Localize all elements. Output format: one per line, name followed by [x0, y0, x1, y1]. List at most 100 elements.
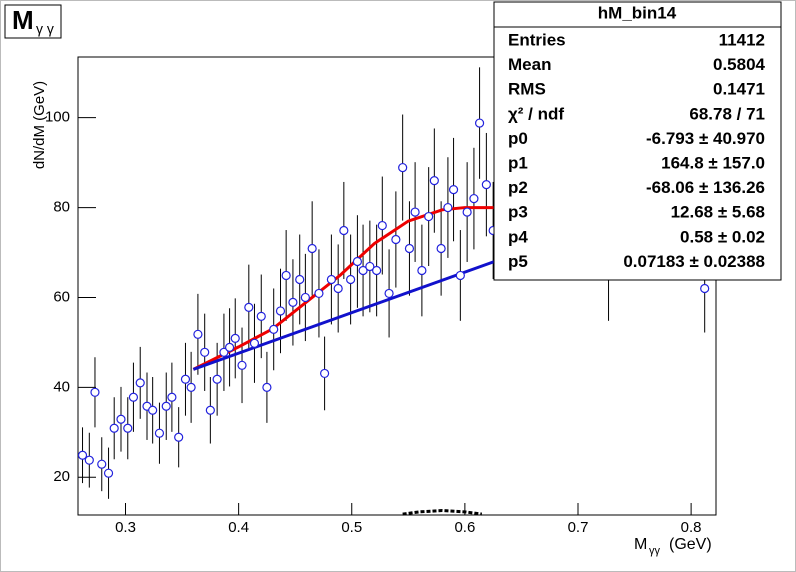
data-point — [307, 243, 317, 254]
stats-value: 11412 — [719, 30, 765, 49]
data-point — [161, 401, 171, 411]
data-point — [77, 450, 88, 460]
data-point — [224, 342, 235, 352]
data-point — [398, 162, 408, 173]
data-point — [275, 306, 286, 316]
stats-frame — [493, 1, 782, 281]
stats-value: 0.58 ± 0.02 — [680, 227, 765, 246]
data-point — [700, 283, 710, 294]
x-axis-label: M — [634, 536, 647, 553]
data-point — [346, 274, 356, 285]
data-point — [377, 220, 387, 231]
stats-name: p2 — [508, 178, 528, 197]
title-box — [4, 4, 62, 39]
data-point — [269, 324, 279, 334]
data-point — [180, 374, 191, 384]
data-point — [116, 414, 126, 424]
title-main: M — [12, 5, 34, 35]
x-tick-label: 0.6 — [454, 519, 475, 536]
data-point — [193, 329, 203, 339]
data-point — [365, 261, 375, 272]
x-tick-label: 0.5 — [341, 519, 362, 536]
data-point — [429, 176, 439, 186]
data-point — [300, 292, 310, 303]
data-point — [230, 333, 240, 343]
stats-name: Entries — [508, 30, 566, 49]
stats-name: p3 — [508, 203, 528, 222]
data-point — [424, 211, 434, 222]
title-sub: γ γ — [36, 21, 54, 37]
data-point — [249, 338, 260, 348]
data-point — [481, 180, 491, 190]
y-axis-label: dN/dM (GeV) — [31, 81, 48, 169]
data-point — [358, 265, 368, 276]
data-point — [148, 405, 158, 415]
data-point — [135, 378, 145, 388]
data-point — [212, 374, 222, 384]
stats-value: 0.5804 — [713, 55, 766, 74]
y-tick-label: 60 — [53, 288, 70, 305]
data-point — [154, 428, 165, 438]
data-point — [186, 382, 196, 392]
data-point — [462, 207, 472, 217]
data-point — [372, 265, 382, 276]
stats-name: p4 — [508, 227, 528, 246]
stats-value: -6.793 ± 40.970 — [646, 129, 765, 148]
data-point — [339, 225, 349, 236]
data-point — [333, 283, 343, 294]
stats-name: p1 — [508, 153, 528, 172]
y-tick-label: 20 — [53, 468, 70, 485]
fit-curve — [402, 509, 483, 516]
stats-name: Mean — [508, 55, 551, 74]
data-point — [262, 382, 272, 392]
stats-name: p5 — [508, 252, 528, 271]
data-point — [174, 432, 184, 442]
x-axis-label-sub: γγ — [649, 545, 661, 557]
stats-box: hM_bin14 Entries 11412 Mean 0.5804 RMS 0.1471 χ… — [493, 1, 782, 281]
data-point — [219, 347, 229, 357]
stats-name: p0 — [508, 129, 528, 148]
stats-title: hM_bin14 — [598, 3, 677, 22]
stats-value: -68.06 ± 136.26 — [646, 178, 765, 197]
y-tick-label: 100 — [45, 109, 70, 126]
data-point — [109, 423, 119, 433]
data-point — [320, 368, 330, 379]
stats-value: 164.8 ± 157.0 — [661, 153, 765, 172]
stats-value: 68.78 / 71 — [689, 104, 765, 123]
data-point — [84, 455, 94, 465]
x-tick-label: 0.4 — [228, 519, 249, 536]
plot-area: 0.3 0.4 0.5 0.6 0.7 0.8 20 40 60 80 100 — [45, 67, 710, 536]
data-point — [256, 311, 266, 321]
data-point — [448, 184, 459, 195]
stats-value: 12.68 ± 5.68 — [671, 203, 765, 222]
data-point — [97, 459, 107, 469]
data-point — [455, 270, 465, 281]
data-point — [295, 274, 305, 285]
data-point — [200, 347, 210, 357]
data-point — [404, 243, 415, 254]
data-point — [314, 288, 324, 299]
data-point — [244, 302, 254, 312]
x-axis-label-unit: (GeV) — [669, 536, 712, 553]
x-tick-label: 0.7 — [568, 519, 589, 536]
data-point — [90, 387, 100, 397]
data-point — [128, 392, 139, 402]
data-point — [410, 207, 420, 217]
data-point — [417, 265, 427, 276]
data-point — [391, 234, 401, 245]
data-point — [436, 243, 446, 254]
data-point — [123, 423, 133, 433]
data-point — [443, 202, 453, 213]
x-tick-label: 0.3 — [115, 519, 136, 536]
stats-value: 0.07183 ± 0.02388 — [623, 252, 765, 271]
y-tick-label: 40 — [53, 378, 70, 395]
stats-value: 0.1471 — [713, 80, 765, 99]
data-point — [326, 274, 336, 285]
stats-name: RMS — [508, 80, 546, 99]
y-tick-label: 80 — [53, 199, 70, 216]
data-point — [205, 405, 215, 415]
data-point — [237, 360, 247, 370]
data-point — [281, 270, 291, 281]
